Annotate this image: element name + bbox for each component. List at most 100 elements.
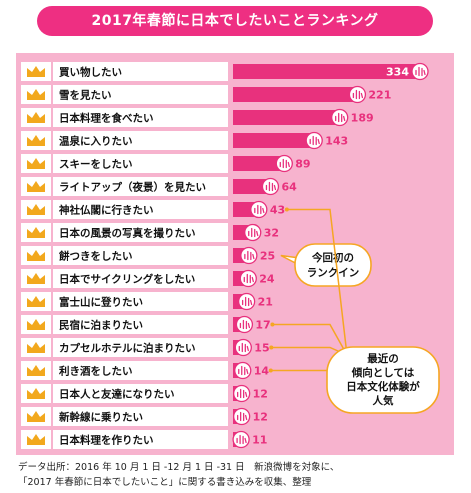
label-cell — [53, 315, 228, 334]
category-label: 雪を見たい — [59, 90, 112, 102]
bar — [233, 179, 269, 194]
label-cell — [53, 154, 228, 173]
label-cell — [53, 108, 228, 127]
label-cell — [53, 407, 228, 426]
category-label: 富士山に登りたい — [59, 296, 143, 309]
crown-icon — [27, 411, 45, 422]
pointing-hand-icon — [240, 246, 258, 265]
value-label: 15 — [254, 342, 269, 355]
value-label: 17 — [255, 319, 270, 332]
pointing-hand-icon — [237, 292, 256, 311]
pointing-hand-icon — [232, 430, 250, 449]
crown-icon — [27, 181, 45, 192]
label-cell — [53, 246, 228, 265]
value-label: 64 — [281, 181, 297, 194]
crown-icon — [27, 250, 45, 261]
label-cell — [53, 200, 228, 219]
crown-icon — [27, 319, 45, 330]
label-cell — [53, 85, 228, 104]
value-label: 25 — [260, 250, 275, 263]
pointing-hand-icon — [305, 131, 323, 150]
callout-leader-dot — [268, 368, 273, 373]
value-label: 24 — [259, 273, 275, 286]
category-label: 日本料理を作りたい — [59, 434, 154, 447]
category-label: 日本の風景の写真を撮りたい — [59, 227, 196, 240]
category-label: 温泉に入りたい — [59, 135, 133, 148]
value-label: 21 — [258, 296, 273, 309]
crown-icon — [27, 89, 45, 100]
category-label: 日本人と友達になりたい — [59, 388, 175, 401]
crown-icon — [27, 342, 45, 353]
callout-text: 人気 — [373, 394, 394, 407]
pointing-hand-icon — [261, 177, 280, 196]
source-line-1: データ出所：2016 年 10 月 1 日 -12 月 1 日 -31 日 新浪… — [18, 462, 340, 473]
label-cell — [53, 223, 228, 242]
pointing-hand-icon — [331, 108, 349, 127]
pointing-hand-icon — [239, 269, 257, 288]
crown-icon — [27, 365, 45, 376]
category-label: 餅つきをしたい — [58, 250, 133, 263]
bar — [233, 110, 338, 125]
crown-icon — [27, 135, 45, 146]
pointing-hand-icon — [275, 154, 293, 173]
callout-text: 最近の — [367, 352, 399, 365]
category-label: 買い物したい — [59, 66, 122, 79]
value-label: 12 — [253, 411, 268, 424]
pointing-hand-icon — [411, 62, 429, 81]
callout-leader-dot — [269, 345, 274, 350]
value-label: 221 — [368, 89, 391, 102]
label-cell — [53, 269, 228, 288]
pointing-hand-icon — [234, 338, 252, 357]
value-label: 189 — [351, 112, 374, 125]
category-label: 新幹線に乗りたい — [59, 411, 143, 424]
value-label: 12 — [253, 388, 268, 401]
bar — [233, 64, 418, 79]
value-label: 334 — [386, 66, 409, 79]
label-cell — [53, 177, 228, 196]
callout-bubble — [326, 346, 440, 414]
category-label: 民宿に泊まりたい — [59, 319, 143, 332]
category-label: スキーをしたい — [59, 159, 133, 171]
pointing-hand-icon — [235, 315, 254, 334]
pointing-hand-icon — [232, 407, 251, 426]
pointing-hand-icon — [234, 361, 252, 380]
callout-text: 日本文化体験が — [346, 380, 420, 393]
chart-title: 2017年春節に日本でしたいことランキング — [37, 6, 433, 36]
pointing-hand-icon — [348, 85, 367, 104]
callout-leader-dot — [270, 322, 275, 327]
category-label: ライトアップ（夜景）を見たい — [59, 181, 206, 194]
callout-bubble — [294, 243, 372, 287]
pointing-hand-icon — [232, 384, 251, 403]
value-label: 43 — [270, 204, 285, 217]
crown-icon — [27, 158, 45, 169]
crown-icon — [27, 273, 45, 284]
value-label: 14 — [254, 365, 270, 378]
value-label: 89 — [295, 158, 310, 171]
crown-icon — [27, 434, 45, 445]
category-label: 日本でサイクリングをしたい — [59, 273, 195, 286]
bar — [233, 133, 313, 148]
value-label: 32 — [264, 227, 279, 240]
callout-leader — [272, 323, 348, 356]
crown-icon — [27, 112, 45, 123]
crown-icon — [27, 388, 45, 399]
bar — [233, 87, 356, 102]
pointing-hand-icon — [250, 200, 268, 219]
crown-icon — [27, 66, 45, 77]
callout-leader — [286, 208, 348, 356]
callout-text: 今回初の — [311, 251, 354, 264]
label-cell — [53, 62, 228, 81]
label-cell — [53, 384, 228, 403]
label-cell — [53, 292, 228, 311]
category-label: 日本料理を食べたい — [59, 112, 154, 125]
bar — [233, 202, 257, 217]
category-label: 利き酒をしたい — [59, 365, 133, 378]
bar — [233, 156, 283, 171]
crown-icon — [27, 227, 45, 238]
crown-icon — [27, 204, 45, 215]
label-cell — [53, 338, 228, 357]
label-cell — [53, 361, 228, 380]
label-cell — [53, 430, 228, 449]
data-source-note: データ出所：2016 年 10 月 1 日 -12 月 1 日 -31 日 新浪… — [18, 460, 339, 490]
